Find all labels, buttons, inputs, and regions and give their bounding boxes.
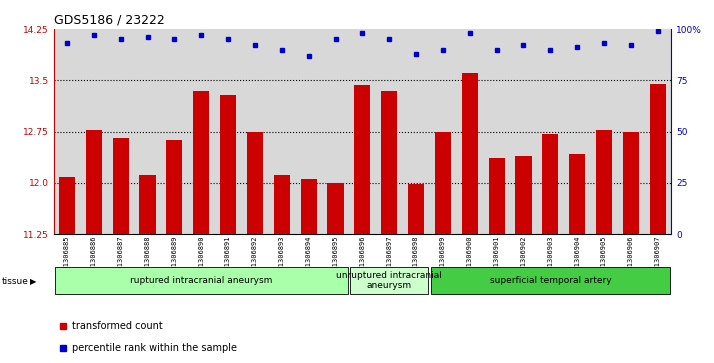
Text: GDS5186 / 23222: GDS5186 / 23222 [54,13,164,26]
Bar [351,266,428,294]
Bar [650,84,665,234]
Bar [301,179,317,234]
Bar [381,91,397,234]
Bar [488,158,505,234]
Bar [247,132,263,234]
Text: superficial temporal artery: superficial temporal artery [490,276,611,285]
Bar [569,154,585,234]
Bar [55,266,348,294]
Bar [139,175,156,234]
Bar [193,91,209,234]
Bar [431,266,670,294]
Bar [542,134,558,234]
Bar [435,132,451,234]
Bar [328,183,343,234]
Bar [59,178,75,234]
Text: transformed count: transformed count [72,321,163,331]
Bar [354,85,371,234]
Bar [462,73,478,234]
Text: ▶: ▶ [30,277,36,286]
Bar [516,155,531,234]
Bar [113,138,129,234]
Text: percentile rank within the sample: percentile rank within the sample [72,343,237,352]
Bar [220,95,236,234]
Text: ruptured intracranial aneurysm: ruptured intracranial aneurysm [130,276,273,285]
Bar [408,184,424,234]
Text: tissue: tissue [1,277,29,286]
Bar [273,175,290,234]
Text: unruptured intracranial
aneurysm: unruptured intracranial aneurysm [336,271,442,290]
Bar [86,130,102,234]
Bar [166,140,183,234]
Bar [623,132,639,234]
Bar [596,130,612,234]
